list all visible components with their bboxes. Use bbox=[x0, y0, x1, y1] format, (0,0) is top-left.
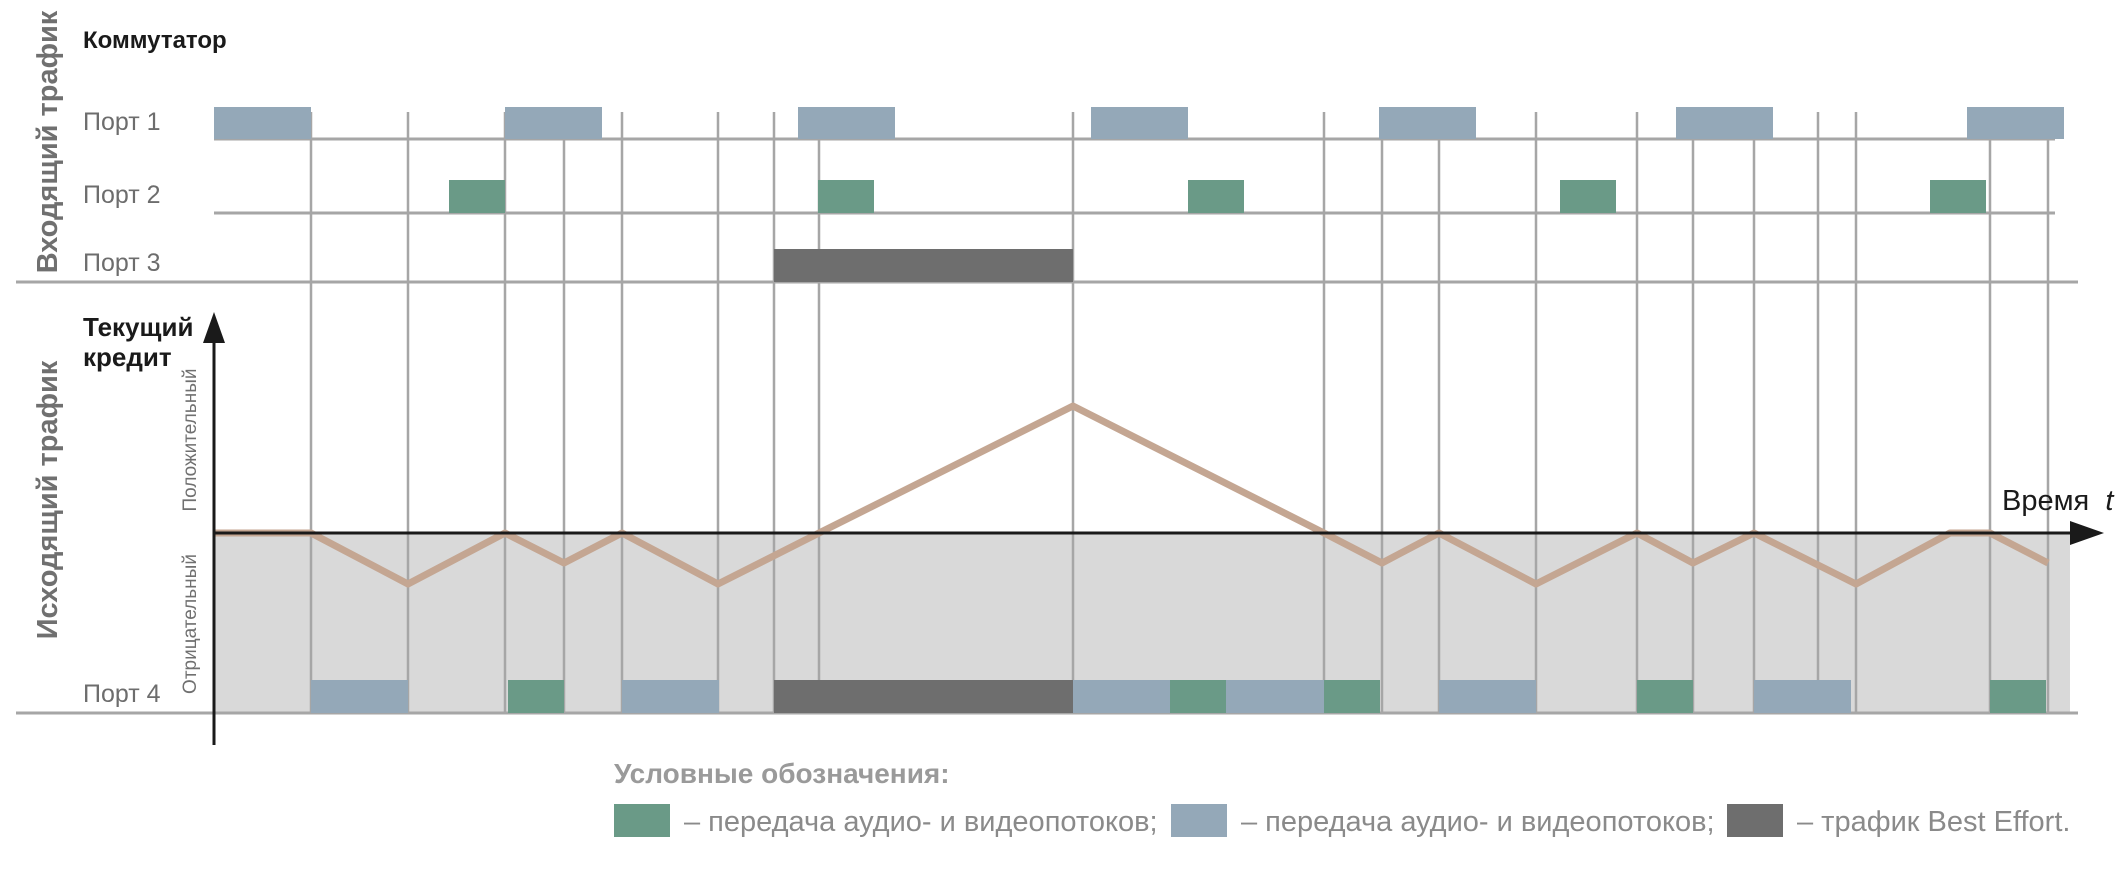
port1-frame-blue bbox=[214, 107, 311, 139]
legend-swatch-dark bbox=[1727, 804, 1783, 837]
legend-title: Условные обозначения: bbox=[614, 758, 950, 789]
port2-frame-green bbox=[818, 180, 874, 213]
traffic-blocks bbox=[214, 107, 2064, 713]
port1-frame-blue bbox=[1676, 107, 1773, 139]
port-1-label: Порт 1 bbox=[83, 108, 161, 136]
port4-frame-green bbox=[1637, 680, 1693, 713]
port1-frame-blue bbox=[1967, 107, 2064, 139]
port1-frame-blue bbox=[505, 107, 602, 139]
port1-frame-blue bbox=[1379, 107, 1476, 139]
port2-frame-green bbox=[1560, 180, 1616, 213]
switch-title: Коммутатор bbox=[83, 27, 227, 54]
credit-line bbox=[214, 402, 2050, 588]
legend-text-dark: – трафик Best Effort. bbox=[1797, 806, 2070, 838]
port2-frame-green bbox=[1930, 180, 1986, 213]
port4-frame-blue bbox=[1439, 680, 1536, 713]
port4-frame-blue bbox=[1073, 680, 1170, 713]
time-axis-word: Время bbox=[2002, 485, 2089, 517]
port2-frame-green bbox=[1188, 180, 1244, 213]
incoming-traffic-label: Входящий трафик bbox=[32, 10, 64, 273]
port4-frame-blue bbox=[1226, 680, 1324, 713]
legend-swatch-blue bbox=[1171, 804, 1227, 837]
port-2-label: Порт 2 bbox=[83, 181, 161, 209]
credit-axis-arrow-icon bbox=[203, 312, 225, 343]
credit-title-line1: Текущий bbox=[83, 312, 193, 342]
time-axis-symbol: t bbox=[2105, 485, 2115, 517]
port4-frame-dark bbox=[774, 680, 1073, 713]
port4-frame-blue bbox=[622, 680, 719, 713]
legend-text-blue: – передача аудио- и видеопотоков; bbox=[1241, 806, 1715, 838]
positive-label: Положительный bbox=[180, 369, 201, 512]
axes bbox=[203, 312, 2104, 745]
credit-title-line2: кредит bbox=[83, 342, 172, 372]
port4-frame-blue bbox=[1754, 680, 1851, 713]
port2-frame-green bbox=[449, 180, 505, 213]
time-axis-label: Время t bbox=[2002, 485, 2115, 517]
port4-frame-green bbox=[508, 680, 564, 713]
port4-frame-green bbox=[1170, 680, 1226, 713]
outgoing-traffic-label: Исходящий трафик bbox=[32, 360, 64, 639]
time-axis-arrow-icon bbox=[2070, 521, 2104, 545]
port4-frame-blue bbox=[311, 680, 408, 713]
negative-label: Отрицательный bbox=[180, 554, 201, 694]
port4-frame-green bbox=[1990, 680, 2046, 713]
port4-frame-green bbox=[1324, 680, 1380, 713]
legend-swatch-green bbox=[614, 804, 670, 837]
legend-text-green: – передача аудио- и видеопотоков; bbox=[684, 806, 1158, 838]
port1-frame-blue bbox=[1091, 107, 1188, 139]
port-3-label: Порт 3 bbox=[83, 249, 161, 277]
port3-frame-dark bbox=[774, 249, 1073, 282]
port1-frame-blue bbox=[798, 107, 895, 139]
port-4-label: Порт 4 bbox=[83, 680, 161, 708]
